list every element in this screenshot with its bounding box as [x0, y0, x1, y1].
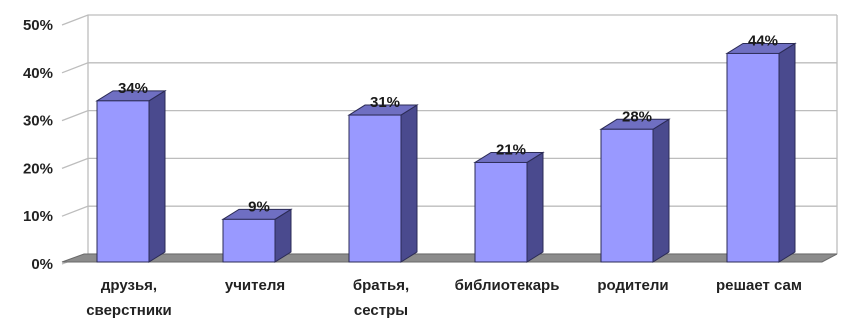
- y-tick-label: 30%: [23, 113, 53, 130]
- data-label: 31%: [370, 94, 400, 111]
- y-axis-labels: 0% 10% 20% 30% 40% 50%: [23, 17, 53, 273]
- bar-side: [778, 42, 796, 263]
- category-label: братья,: [353, 277, 409, 294]
- data-label: 28%: [622, 108, 652, 125]
- data-labels: 34% 9% 31% 21% 28% 44%: [118, 32, 778, 215]
- bar-side: [526, 151, 544, 263]
- category-label: библиотекарь: [455, 277, 560, 294]
- category-label: родители: [597, 277, 668, 294]
- data-label: 21%: [496, 141, 526, 158]
- gridline: [61, 14, 837, 26]
- data-label: 9%: [248, 198, 270, 215]
- category-label: сверстники: [86, 302, 172, 319]
- floor: [61, 253, 838, 263]
- y-tick-label: 20%: [23, 160, 53, 177]
- y-tick-label: 40%: [23, 65, 53, 82]
- bar: [474, 161, 528, 263]
- x-axis-labels: друзья, сверстники учителя братья, сестры биб…: [86, 277, 802, 319]
- category-label: учителя: [225, 277, 285, 294]
- gridline: [61, 109, 837, 122]
- bar: [600, 128, 654, 263]
- chart-floor: [61, 253, 838, 263]
- data-label: 34%: [118, 80, 148, 97]
- category-label: друзья,: [101, 277, 157, 294]
- grid-layer: [61, 14, 838, 265]
- y-tick-label: 10%: [23, 208, 53, 225]
- data-label: 44%: [748, 32, 778, 49]
- bars: [95, 42, 797, 263]
- y-tick-label: 0%: [31, 256, 53, 273]
- gridline: [61, 157, 837, 170]
- bar: [222, 218, 276, 263]
- bar-side: [400, 104, 418, 263]
- category-label: сестры: [354, 302, 408, 319]
- bar: [96, 100, 150, 263]
- gridline: [61, 205, 837, 217]
- bar: [726, 52, 780, 263]
- category-label: решает сам: [716, 277, 802, 294]
- bar-side: [652, 118, 670, 263]
- y-tick-label: 50%: [23, 17, 53, 34]
- bar: [348, 114, 402, 263]
- bar-side: [148, 89, 166, 263]
- gridline: [61, 62, 837, 74]
